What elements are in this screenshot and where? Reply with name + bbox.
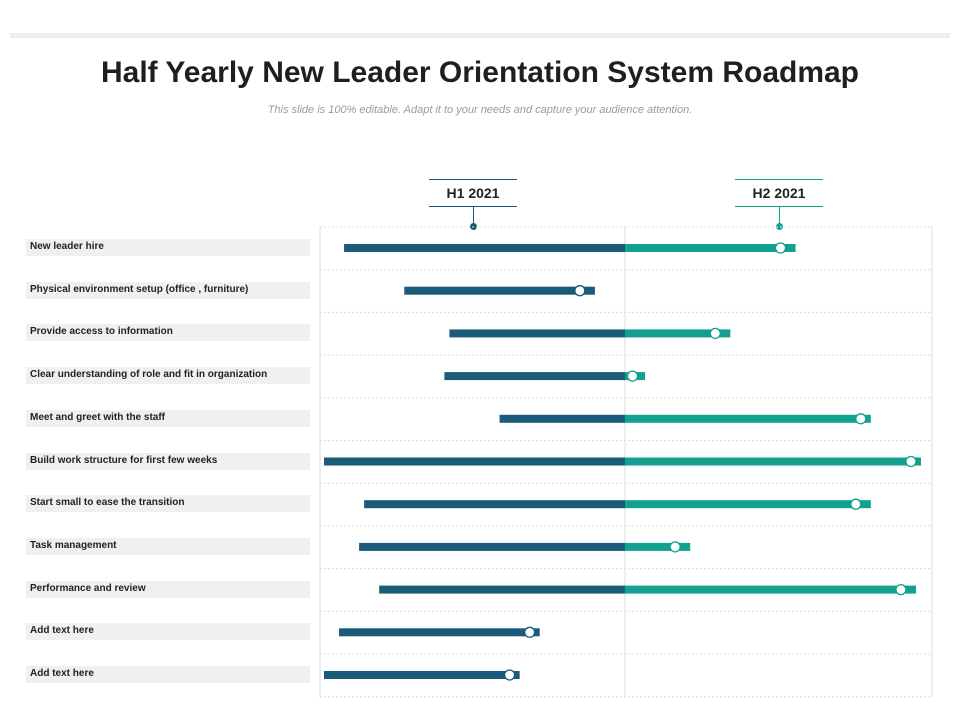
task-marker — [895, 583, 907, 596]
task-bar-h2 — [625, 414, 871, 423]
task-label: Meet and greet with the staff — [26, 409, 310, 427]
page-subtitle: This slide is 100% editable. Adapt it to… — [267, 104, 693, 116]
task-label: Start small to ease the transition — [26, 495, 310, 513]
task-bar-h1 — [444, 372, 625, 381]
task-bar-h1 — [379, 585, 625, 594]
task-bar-h1 — [359, 542, 625, 551]
task-label: Clear understanding of role and fit in o… — [26, 367, 310, 385]
task-marker — [905, 455, 917, 468]
task-bar-h2 — [625, 585, 916, 594]
task-label: Physical environment setup (office , fur… — [26, 281, 310, 299]
task-label: Task management — [26, 537, 310, 555]
task-marker — [855, 413, 867, 425]
task-bar-h1 — [324, 671, 520, 679]
task-marker — [574, 285, 586, 297]
task-bar-h1 — [344, 244, 625, 252]
task-label: Provide access to information — [26, 324, 310, 342]
task-bar-h2 — [625, 500, 871, 509]
page-title: Half Yearly New Leader Orientation Syste… — [100, 56, 860, 89]
task-marker — [626, 370, 639, 382]
task-marker — [774, 242, 787, 254]
task-bar-h1 — [324, 457, 625, 466]
task-bar-h1 — [499, 414, 625, 423]
task-bar-h1 — [339, 628, 540, 637]
task-bar-h1 — [449, 329, 625, 338]
task-bar-h1 — [364, 500, 625, 509]
period-h2-stem — [779, 207, 780, 225]
task-marker — [669, 541, 681, 553]
top-strip — [10, 33, 950, 38]
task-marker — [709, 327, 721, 340]
task-marker — [503, 669, 516, 681]
period-h1-stem — [473, 207, 474, 225]
task-bar-h2 — [625, 457, 921, 466]
task-label: Add text here — [26, 623, 310, 641]
period-h1-label: H1 2021 — [429, 179, 517, 207]
task-bar-h2 — [625, 542, 691, 551]
task-label: Build work structure for first few weeks — [26, 452, 310, 470]
task-label: New leader hire — [26, 239, 310, 256]
task-bar-h2 — [625, 329, 731, 338]
task-marker — [850, 498, 862, 510]
task-bar-h2 — [625, 244, 796, 252]
task-label: Add text here — [26, 666, 310, 683]
task-bar-h1 — [404, 286, 595, 295]
task-label: Performance and review — [26, 580, 310, 598]
period-h2-label: H2 2021 — [735, 179, 823, 207]
period-h2-dot — [776, 223, 783, 230]
task-marker — [524, 626, 536, 638]
